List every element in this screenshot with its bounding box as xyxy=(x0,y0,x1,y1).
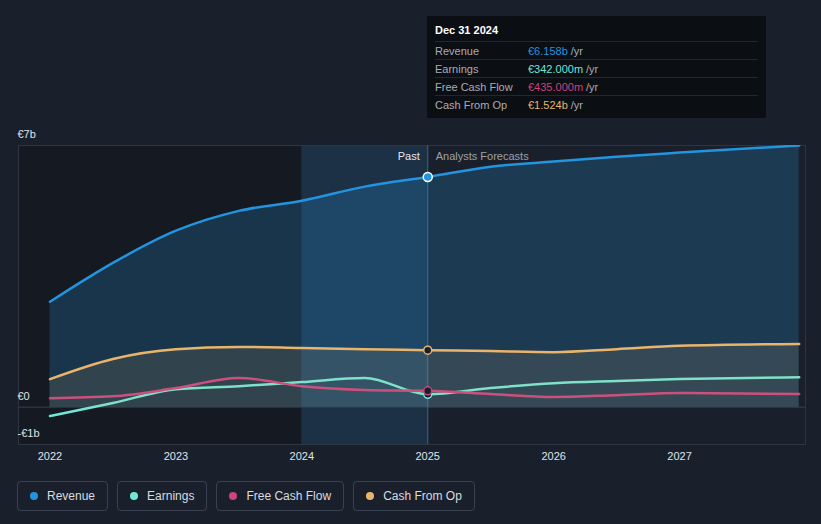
html-text:Free Cash Flow: Free Cash Flow xyxy=(435,80,513,93)
html-text:Revenue: Revenue xyxy=(47,489,95,503)
svg-text:2023: 2023 xyxy=(164,450,188,462)
html-text:€342.000m /yr: €342.000m /yr xyxy=(528,62,599,75)
html-text:Revenue: Revenue xyxy=(435,44,479,57)
html-text:€435.000m /yr: €435.000m /yr xyxy=(528,80,599,93)
svg-text:2024: 2024 xyxy=(290,450,314,462)
svg-text:2025: 2025 xyxy=(415,450,439,462)
html-text:Cash From Op: Cash From Op xyxy=(383,489,462,503)
html-text:€1.524b /yr: €1.524b /yr xyxy=(528,98,583,111)
svg-text:Analysts Forecasts: Analysts Forecasts xyxy=(436,150,529,162)
svg-text:-€1b: -€1b xyxy=(18,427,40,439)
svg-text:2022: 2022 xyxy=(38,450,62,462)
svg-text:Past: Past xyxy=(398,150,420,162)
html-text:Free Cash Flow: Free Cash Flow xyxy=(246,489,332,503)
html-text:Earnings: Earnings xyxy=(435,62,479,75)
html-text:Earnings: Earnings xyxy=(147,489,195,503)
html-text:Cash From Op: Cash From Op xyxy=(435,98,508,111)
svg-text:2026: 2026 xyxy=(541,450,565,462)
svg-text:2027: 2027 xyxy=(667,450,691,462)
svg-text:€0: €0 xyxy=(18,390,30,402)
html-text:€6.158b /yr: €6.158b /yr xyxy=(528,44,583,57)
html-text:Dec 31 2024: Dec 31 2024 xyxy=(435,24,498,36)
svg-text:€7b: €7b xyxy=(18,128,36,140)
